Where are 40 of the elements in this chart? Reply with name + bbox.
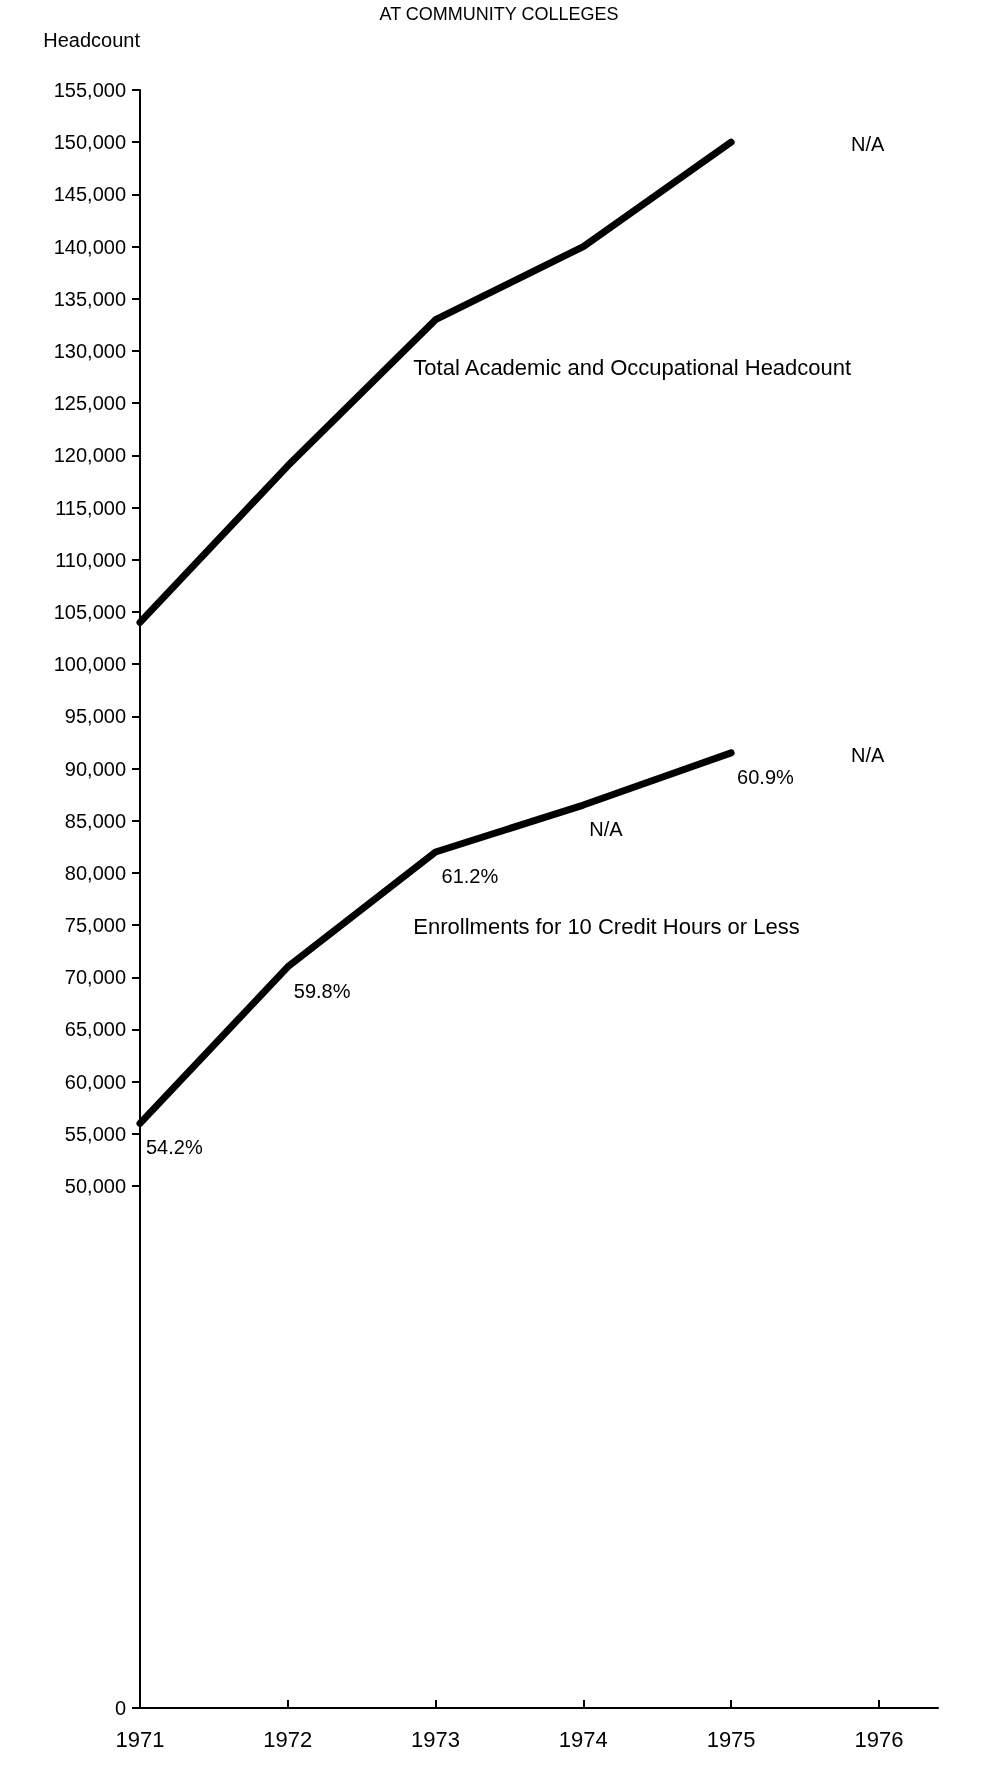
y-tick-label: 145,000 [53, 183, 126, 206]
x-tick-label: 1974 [558, 1726, 608, 1752]
x-tick-label: 1971 [115, 1726, 165, 1752]
y-tick-label: 100,000 [53, 653, 126, 676]
chart-title: AT COMMUNITY COLLEGES [379, 4, 619, 24]
annotation: N/A [851, 133, 886, 156]
y-tick-label: 130,000 [53, 339, 126, 362]
y-tick-label: 85,000 [64, 809, 126, 832]
series-label: Total Academic and Occupational Headcount [413, 355, 852, 381]
y-tick-label: 140,000 [53, 235, 126, 258]
y-tick-label: 75,000 [64, 914, 126, 937]
y-tick-label: 115,000 [55, 496, 126, 519]
y-tick-label: 150,000 [53, 131, 126, 154]
annotation: N/A [589, 818, 624, 841]
annotation: 61.2% [441, 865, 499, 888]
y-tick-label: 55,000 [64, 1122, 126, 1145]
x-tick-label: 1975 [706, 1726, 756, 1752]
y-tick-label: 110,000 [55, 548, 126, 571]
y-tick-label: 135,000 [53, 287, 126, 310]
y-tick-label: 0 [114, 1697, 126, 1719]
annotation: 59.8% [293, 979, 351, 1002]
y-tick-label: 95,000 [64, 705, 126, 728]
y-tick-label: 125,000 [53, 392, 126, 415]
y-tick-label: 80,000 [64, 861, 126, 884]
series-label: Enrollments for 10 Credit Hours or Less [413, 913, 800, 939]
y-tick-label: 120,000 [53, 444, 126, 467]
x-tick-label: 1972 [263, 1726, 313, 1752]
y-tick-label: 155,000 [53, 79, 126, 101]
y-tick-label: 105,000 [53, 600, 126, 623]
x-tick-label: 1976 [854, 1726, 904, 1752]
y-axis-title: Headcount [43, 29, 141, 51]
annotation: 54.2% [146, 1136, 203, 1159]
y-tick-label: 65,000 [64, 1018, 126, 1041]
y-tick-label: 90,000 [64, 757, 126, 780]
y-tick-label: 50,000 [64, 1175, 126, 1198]
annotation: N/A [851, 743, 886, 766]
x-tick-label: 1973 [411, 1726, 461, 1752]
annotation: 60.9% [737, 765, 795, 788]
y-tick-label: 70,000 [64, 966, 126, 989]
y-tick-label: 60,000 [64, 1070, 126, 1093]
